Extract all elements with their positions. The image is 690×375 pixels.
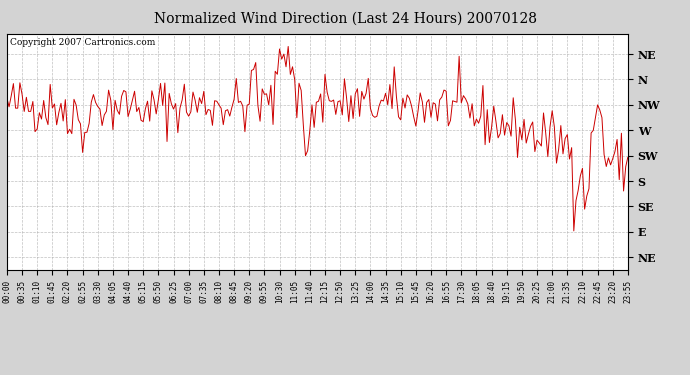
Text: Normalized Wind Direction (Last 24 Hours) 20070128: Normalized Wind Direction (Last 24 Hours… (153, 11, 537, 25)
Text: Copyright 2007 Cartronics.com: Copyright 2007 Cartronics.com (10, 39, 155, 48)
